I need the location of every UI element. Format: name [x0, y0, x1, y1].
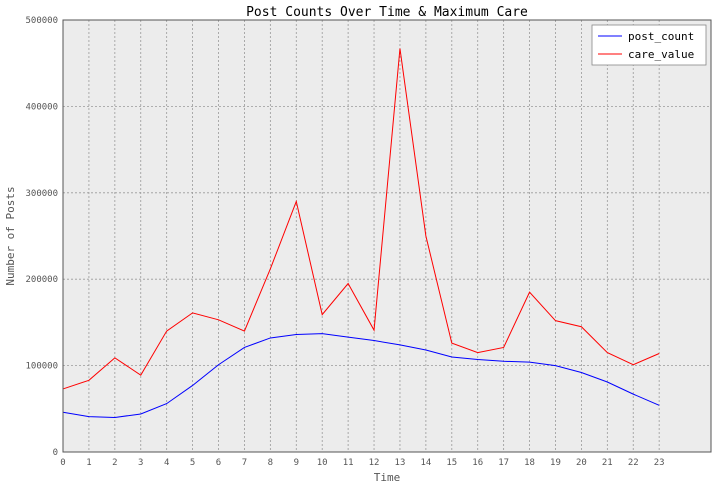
y-tick-label: 200000	[25, 275, 58, 285]
series-layer	[62, 48, 660, 418]
x-tick-label: 13	[395, 458, 406, 468]
legend-label-care-value: care_value	[628, 48, 694, 61]
y-axis-label: Number of Posts	[4, 186, 17, 285]
x-tick-label: 21	[602, 458, 613, 468]
y-tick-label: 100000	[25, 362, 58, 372]
series-line-care-value	[62, 48, 660, 390]
x-tick-label: 14	[420, 458, 431, 468]
x-tick-label: 20	[576, 458, 587, 468]
x-tick-label: 5	[190, 458, 195, 468]
x-tick-label: 22	[628, 458, 639, 468]
x-tick-label: 18	[524, 458, 535, 468]
y-tick-labels: 0 100000 200000 300000 400000 500000	[25, 16, 58, 458]
y-tick-label: 0	[53, 448, 58, 458]
x-tick-label: 19	[550, 458, 561, 468]
plot-frame	[62, 19, 712, 453]
series-line-post-count	[62, 333, 660, 418]
legend: post_count care_value	[591, 24, 707, 66]
x-tick-label: 8	[268, 458, 273, 468]
x-tick-label: 6	[216, 458, 221, 468]
legend-box	[591, 24, 707, 66]
y-tick-label: 300000	[25, 189, 58, 199]
chart-title: Post Counts Over Time & Maximum Care	[246, 5, 528, 20]
y-tick-label: 500000	[25, 16, 58, 26]
x-tick-label: 1	[86, 458, 91, 468]
plot-background	[63, 20, 711, 452]
x-tick-label: 2	[112, 458, 117, 468]
x-tick-label: 23	[654, 458, 665, 468]
x-tick-label: 15	[446, 458, 457, 468]
x-tick-label: 3	[138, 458, 143, 468]
x-tick-label: 17	[498, 458, 509, 468]
x-tick-label: 12	[369, 458, 380, 468]
y-tick-label: 400000	[25, 102, 58, 112]
x-tick-label: 16	[472, 458, 483, 468]
x-tick-label: 9	[294, 458, 299, 468]
x-tick-label: 4	[164, 458, 169, 468]
legend-label-post-count: post_count	[628, 30, 694, 43]
x-tick-label: 0	[60, 458, 65, 468]
x-tick-label: 11	[343, 458, 354, 468]
x-tick-label: 10	[317, 458, 328, 468]
x-tick-labels: 0 1 2 3 4 5 6 7 8 9 10 11 12 13 14 15 16 17 18 19 20 21 22 23	[60, 458, 664, 468]
x-axis-label: Time	[374, 471, 401, 484]
x-tick-label: 7	[242, 458, 247, 468]
